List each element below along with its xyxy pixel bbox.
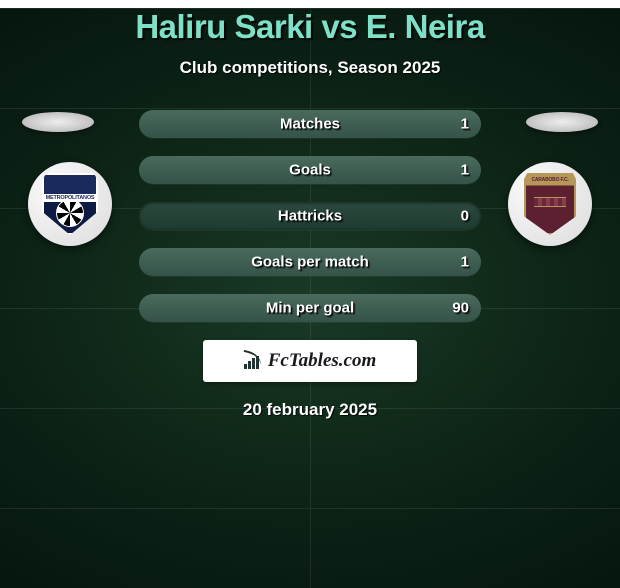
metropolitanos-crest-icon	[42, 173, 98, 235]
stat-row: Goals 1	[139, 156, 481, 184]
stat-label: Min per goal	[266, 300, 354, 317]
stat-value-right: 90	[452, 300, 469, 317]
stat-label: Goals per match	[251, 254, 369, 271]
bar-chart-icon	[244, 353, 264, 369]
stat-row: Goals per match 1	[139, 248, 481, 276]
carabobo-crest-icon	[524, 173, 576, 235]
player-right-flag	[526, 112, 598, 132]
subtitle: Club competitions, Season 2025	[0, 58, 620, 78]
page-title: Haliru Sarki vs E. Neira	[0, 8, 620, 46]
player-left-club-badge	[28, 162, 112, 246]
stat-label: Matches	[280, 116, 340, 133]
stat-row: Matches 1	[139, 110, 481, 138]
stat-row: Min per goal 90	[139, 294, 481, 322]
stat-label: Hattricks	[278, 208, 342, 225]
stat-value-right: 0	[461, 208, 469, 225]
branding-logo[interactable]: FcTables.com	[203, 340, 417, 382]
stat-row: Hattricks 0	[139, 202, 481, 230]
stats-area: Matches 1 Goals 1 Hattricks 0 Goals per …	[0, 110, 620, 322]
comparison-date: 20 february 2025	[0, 400, 620, 420]
player-left-flag	[22, 112, 94, 132]
player-right-club-badge	[508, 162, 592, 246]
stat-value-right: 1	[461, 254, 469, 271]
stat-value-right: 1	[461, 162, 469, 179]
branding-text: FcTables.com	[268, 350, 377, 372]
stat-value-right: 1	[461, 116, 469, 133]
stat-label: Goals	[289, 162, 331, 179]
